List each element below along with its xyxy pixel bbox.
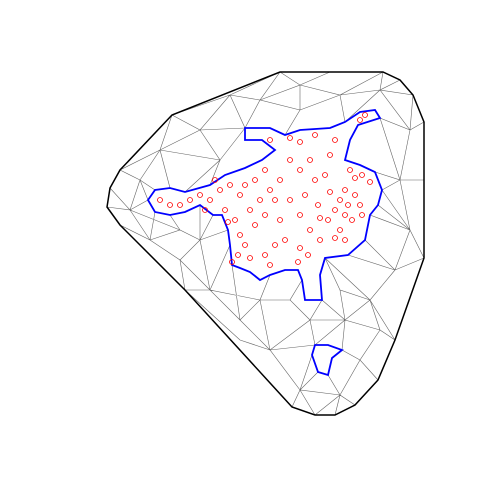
small-boundary [311,344,344,377]
points [157,112,373,268]
inner-boundary [146,109,383,301]
outer-boundary [106,71,425,416]
